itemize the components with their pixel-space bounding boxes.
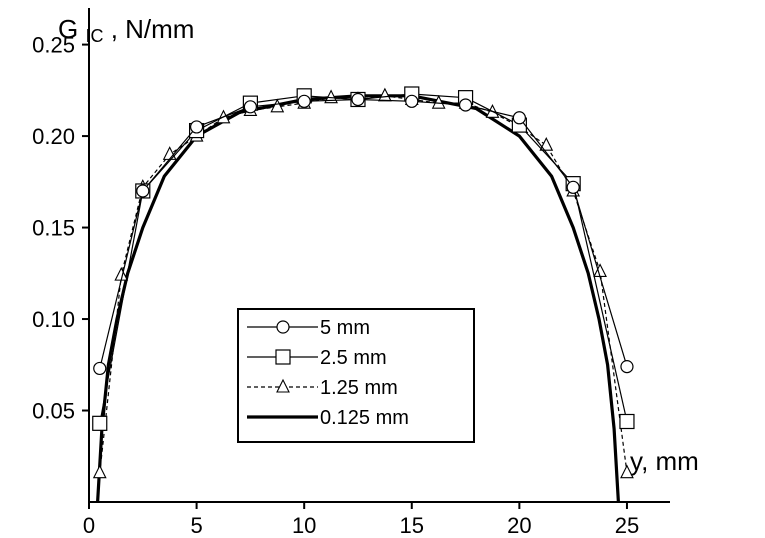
y-tick-label: 0.05 bbox=[32, 399, 75, 424]
data-point bbox=[270, 98, 285, 113]
data-point bbox=[431, 94, 446, 109]
y-tick-label: 0.15 bbox=[32, 216, 75, 241]
legend-entry: 5 mm bbox=[247, 317, 370, 339]
legend-label: 1.25 mm bbox=[320, 377, 398, 399]
data-point bbox=[92, 464, 107, 479]
data-point bbox=[566, 180, 580, 194]
y-tick-label: 0.20 bbox=[32, 124, 75, 149]
axes: 0 5 10 15 20 25 0.05 0.10 0.15 0.20 0.25 bbox=[32, 8, 670, 538]
x-axis-label: y, mm bbox=[630, 446, 699, 476]
y-axis-label-subscript: IC bbox=[85, 26, 103, 46]
data-point bbox=[512, 111, 526, 125]
data-point bbox=[539, 136, 554, 151]
x-tick-label: 20 bbox=[507, 513, 531, 538]
data-point bbox=[620, 464, 634, 479]
legend-marker bbox=[275, 349, 291, 365]
legend-items: 5 mm 2.5 mm 1.25 mm 0.125 mm bbox=[247, 317, 409, 429]
x-tick-label: 10 bbox=[292, 513, 316, 538]
x-tick-label: 5 bbox=[190, 513, 202, 538]
series-5-mm bbox=[93, 92, 634, 376]
legend-marker bbox=[276, 378, 290, 393]
x-tick-label: 25 bbox=[615, 513, 639, 538]
legend-entry: 0.125 mm bbox=[247, 407, 409, 429]
legend-entry: 1.25 mm bbox=[247, 377, 398, 399]
data-point bbox=[93, 361, 107, 376]
y-axis-label: G IC , N/mm bbox=[58, 14, 194, 48]
data-point bbox=[324, 89, 338, 104]
legend-marker bbox=[276, 320, 290, 334]
x-tick-label: 15 bbox=[400, 513, 424, 538]
legend-label: 5 mm bbox=[320, 317, 370, 339]
data-point bbox=[243, 100, 257, 114]
data-point bbox=[297, 94, 311, 108]
legend-entry: 2.5 mm bbox=[247, 347, 387, 369]
data-point bbox=[92, 415, 108, 431]
data-point bbox=[619, 413, 635, 430]
data-point bbox=[136, 184, 150, 198]
data-point bbox=[351, 92, 365, 107]
legend-label: 0.125 mm bbox=[320, 407, 409, 429]
y-axis-label-main: G bbox=[58, 14, 78, 44]
y-tick-label: 0.25 bbox=[32, 33, 75, 58]
data-point bbox=[458, 98, 473, 112]
data-point bbox=[620, 360, 634, 374]
legend-box bbox=[237, 308, 475, 443]
y-axis-label-unit: , N/mm bbox=[111, 14, 195, 44]
data-point bbox=[189, 120, 204, 134]
x-tick-label: 0 bbox=[83, 513, 95, 538]
y-tick-label: 0.10 bbox=[32, 307, 75, 332]
legend-label: 2.5 mm bbox=[320, 347, 387, 369]
legend: 5 mm 2.5 mm 1.25 mm 0.125 mm bbox=[237, 308, 475, 443]
series-layer bbox=[92, 86, 635, 503]
data-point bbox=[405, 94, 419, 108]
